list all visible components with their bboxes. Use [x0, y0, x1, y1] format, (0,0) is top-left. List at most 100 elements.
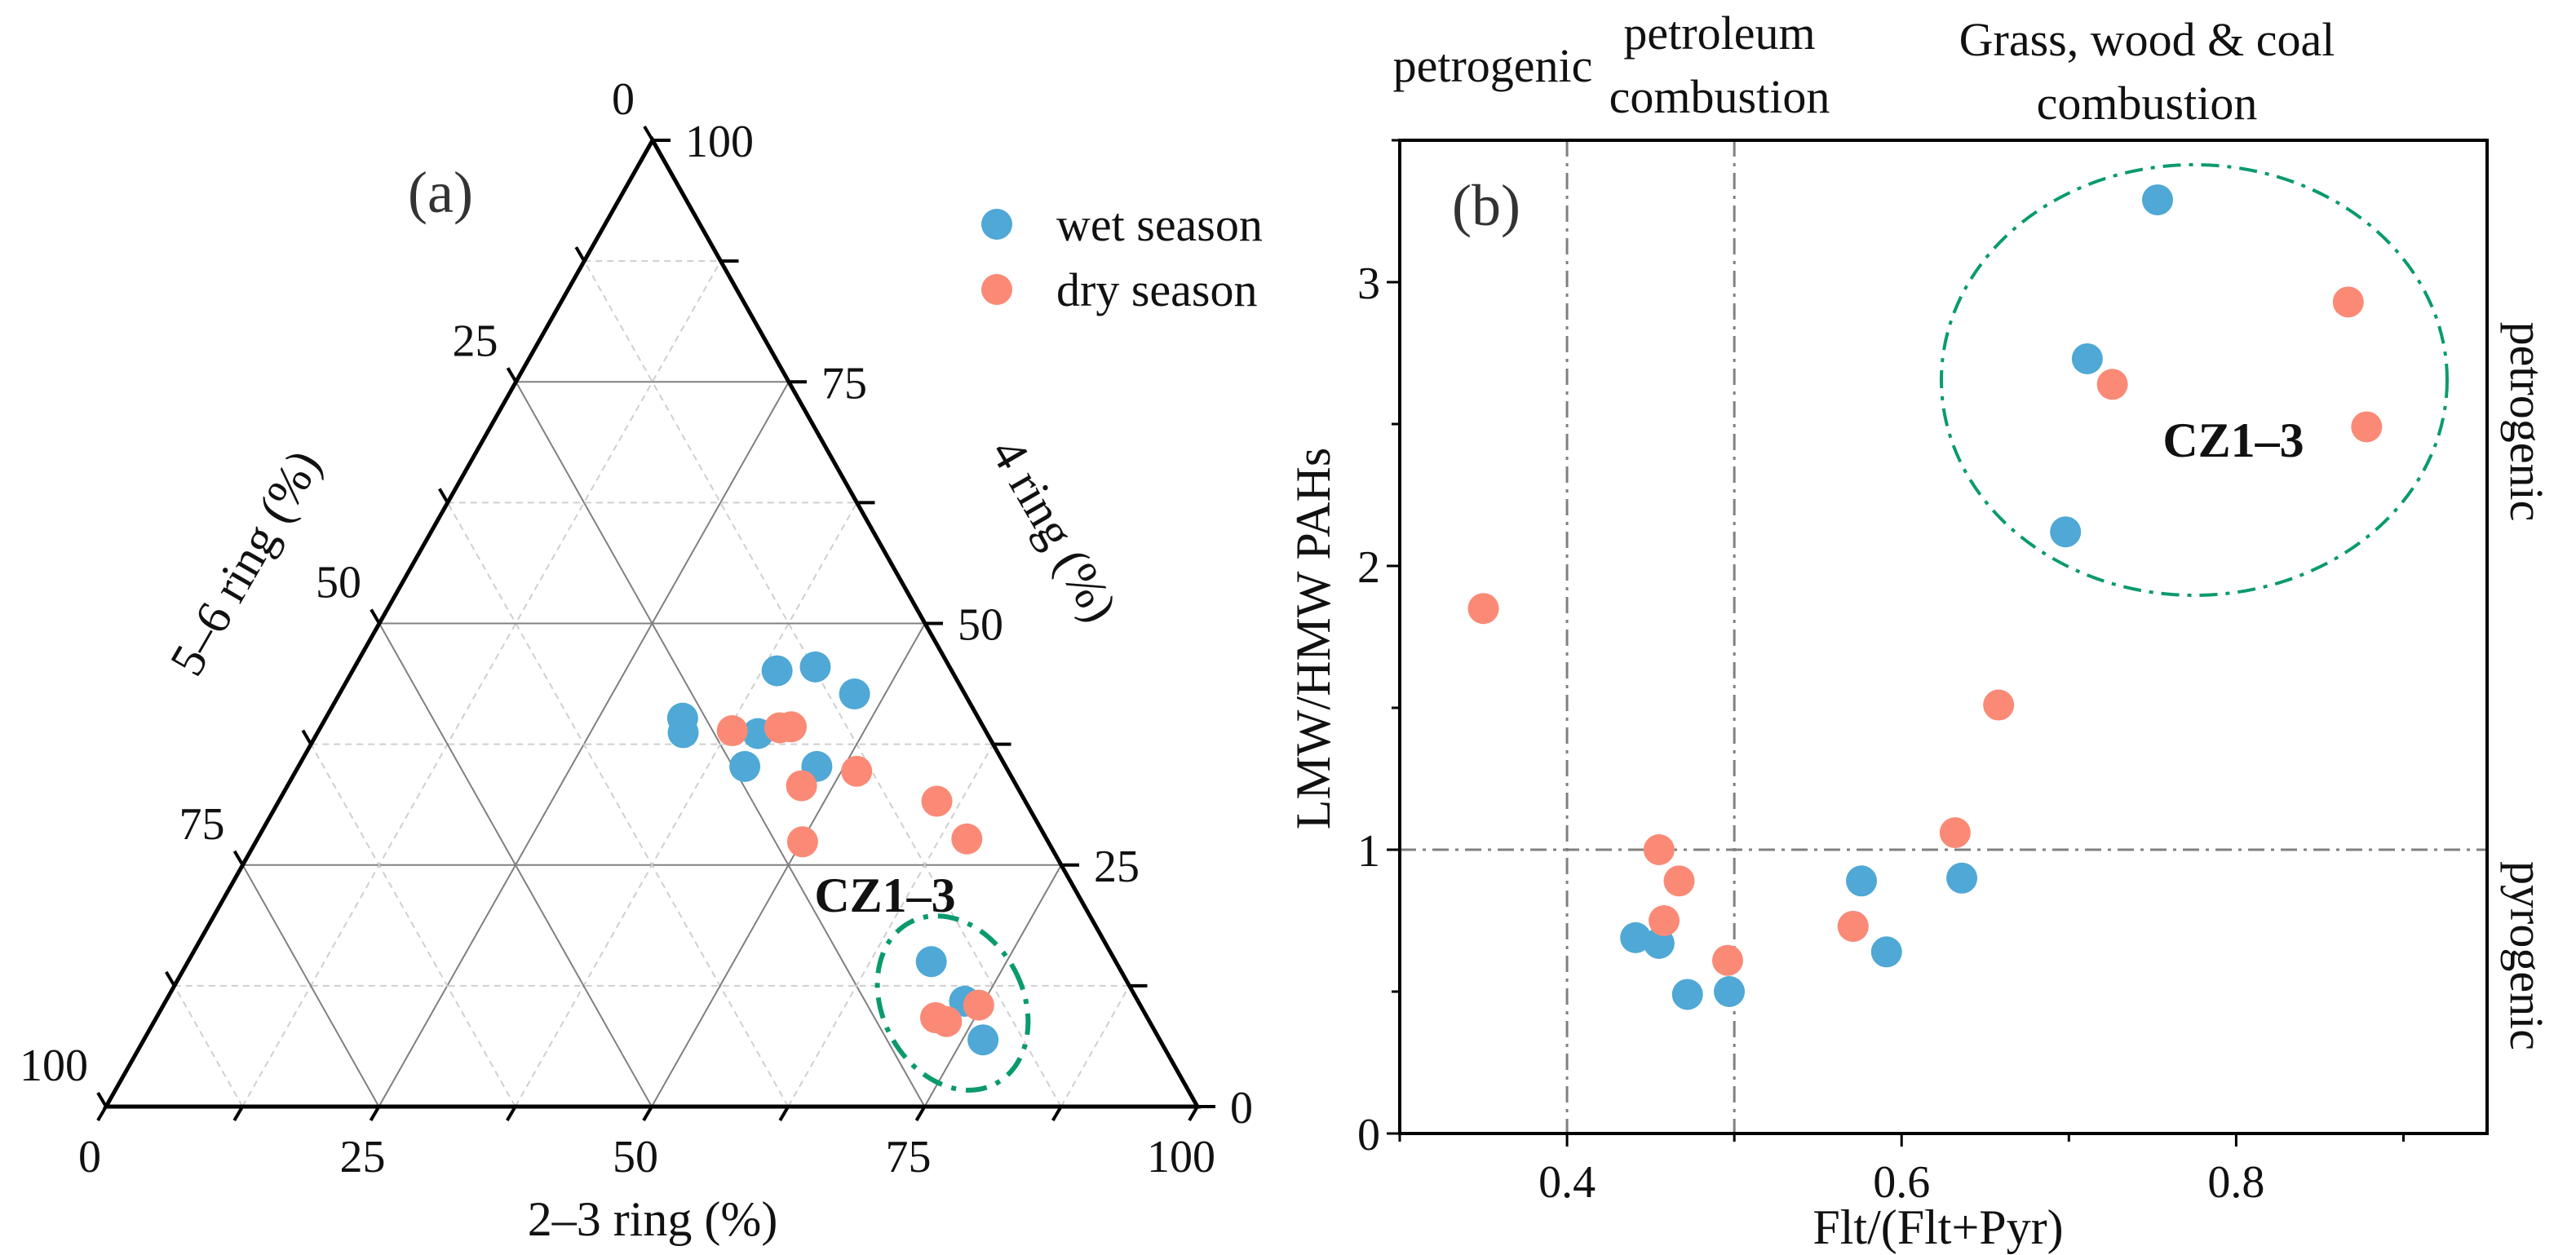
tick-left — [301, 729, 312, 745]
tick-label-left: 50 — [316, 558, 361, 608]
point-wet-season — [1714, 976, 1746, 1007]
y-axis-label: LMW/HMW PAHs — [1286, 448, 1340, 829]
tick-bottom — [369, 1105, 381, 1122]
right-label-petrogenic: petrogenic — [2500, 322, 2553, 522]
cluster-label-a: CZ1–3 — [814, 868, 955, 922]
tick-left — [232, 850, 245, 866]
x-tick-label: 0.6 — [1873, 1157, 1930, 1208]
grid-line-56ring — [173, 985, 244, 1107]
point-dry-season — [1467, 593, 1499, 625]
ternary-points — [666, 651, 999, 1056]
grid-line-56ring — [378, 623, 653, 1107]
tick-left — [574, 246, 586, 263]
point-wet-season — [839, 678, 870, 710]
point-dry-season — [1643, 834, 1675, 865]
x-tick-label: 0.4 — [1538, 1157, 1596, 1208]
tick-bottom — [96, 1105, 108, 1122]
tick-left — [643, 125, 654, 142]
point-dry-season — [951, 823, 983, 855]
tick-label-left: 75 — [179, 799, 225, 850]
grid-line-23ring — [651, 623, 926, 1107]
point-dry-season — [1837, 910, 1869, 942]
legend-marker-dry — [981, 274, 1012, 305]
point-dry-season — [1711, 944, 1743, 976]
right-label-pyrogenic: pyrogenic — [2500, 861, 2553, 1050]
point-dry-season — [841, 755, 873, 787]
grid-line-23ring — [514, 502, 858, 1107]
tick-label-right: 50 — [958, 600, 1003, 651]
grid-line-23ring — [923, 864, 1062, 1107]
tick-label-left: 0 — [612, 74, 635, 125]
tick-bottom — [778, 1105, 790, 1122]
legend-marker-wet — [981, 209, 1012, 240]
point-dry-season — [931, 1005, 963, 1037]
tick-left — [438, 488, 449, 504]
point-dry-season — [775, 711, 807, 743]
point-wet-season — [2141, 184, 2173, 216]
cluster-ellipse-b — [1940, 163, 2449, 597]
x-axis-label: Flt/(Flt+Pyr) — [1812, 1200, 2063, 1254]
point-wet-season — [967, 1024, 999, 1056]
tick-label-left: 25 — [453, 316, 498, 366]
point-wet-season — [729, 750, 761, 782]
point-dry-season — [1939, 817, 1971, 849]
x-tick-label: 0.8 — [2207, 1157, 2264, 1208]
point-wet-season — [2071, 342, 2103, 374]
point-wet-season — [1946, 862, 1978, 894]
legend: wet season dry season — [981, 198, 1263, 316]
tick-bottom — [1051, 1105, 1063, 1122]
point-dry-season — [1983, 689, 2015, 721]
tick-label-left: 100 — [20, 1041, 88, 1091]
cluster-ellipse-a — [874, 913, 1031, 1093]
tick-label-bottom: 75 — [886, 1132, 932, 1182]
point-dry-season — [2332, 286, 2364, 318]
tick-label-right: 75 — [821, 358, 867, 409]
tick-label-bottom: 100 — [1147, 1132, 1215, 1182]
point-wet-season — [761, 655, 793, 687]
point-dry-season — [716, 715, 748, 747]
tick-bottom — [642, 1105, 653, 1122]
scatter-points — [1467, 184, 2383, 1010]
region-label-grass-wood-coal: Grass, wood & coal — [1959, 13, 2335, 66]
point-dry-season — [921, 785, 953, 817]
point-wet-season — [667, 717, 699, 749]
y-tick-label: 0 — [1357, 1110, 1380, 1160]
ternary-tick-labels: 0 25 50 75 100 0 25 50 75 100 0 25 50 75 100 — [20, 74, 1253, 1182]
point-wet-season — [1846, 865, 1878, 897]
grid-line-23ring — [1060, 985, 1131, 1107]
tick-label-bottom: 0 — [78, 1132, 101, 1182]
point-dry-season — [1663, 865, 1695, 897]
point-wet-season — [2050, 516, 2082, 548]
tick-bottom — [914, 1105, 927, 1122]
axis-title-left: 5–6 ring (%) — [159, 441, 330, 685]
region-label-petroleum: petroleum — [1623, 7, 1815, 60]
region-label-petroleum-combustion: combustion — [1609, 70, 1830, 123]
grid-line-56ring — [446, 502, 790, 1107]
tick-bottom — [232, 1105, 244, 1122]
point-dry-season — [2351, 411, 2383, 443]
point-dry-season — [786, 770, 817, 802]
point-dry-season — [786, 826, 818, 858]
ternary-grid — [173, 260, 1131, 1107]
grid-line-23ring — [241, 260, 722, 1107]
plot-frame — [1398, 139, 2489, 1135]
tick-label-right: 100 — [685, 117, 754, 167]
point-wet-season — [1620, 921, 1652, 953]
ternary-ticks — [96, 125, 1215, 1122]
cluster-label-b: CZ1–3 — [2162, 413, 2304, 467]
point-dry-season — [2096, 369, 2128, 400]
point-wet-season — [915, 946, 947, 978]
tick-left — [165, 970, 176, 987]
reference-lines — [1400, 140, 2487, 1133]
grid-line-23ring — [787, 744, 994, 1107]
point-dry-season — [1649, 905, 1680, 936]
tick-label-bottom: 50 — [613, 1132, 658, 1182]
panel-label-a: (a) — [408, 160, 473, 225]
tick-bottom — [506, 1105, 517, 1122]
tick-label-right: 25 — [1094, 842, 1140, 892]
axis-ticks: 0.4 0.6 0.8 0 1 2 3 — [1357, 139, 2405, 1208]
tick-bottom — [1188, 1105, 1199, 1122]
y-tick-label: 2 — [1357, 542, 1380, 593]
region-label-petrogenic: petrogenic — [1393, 39, 1593, 92]
